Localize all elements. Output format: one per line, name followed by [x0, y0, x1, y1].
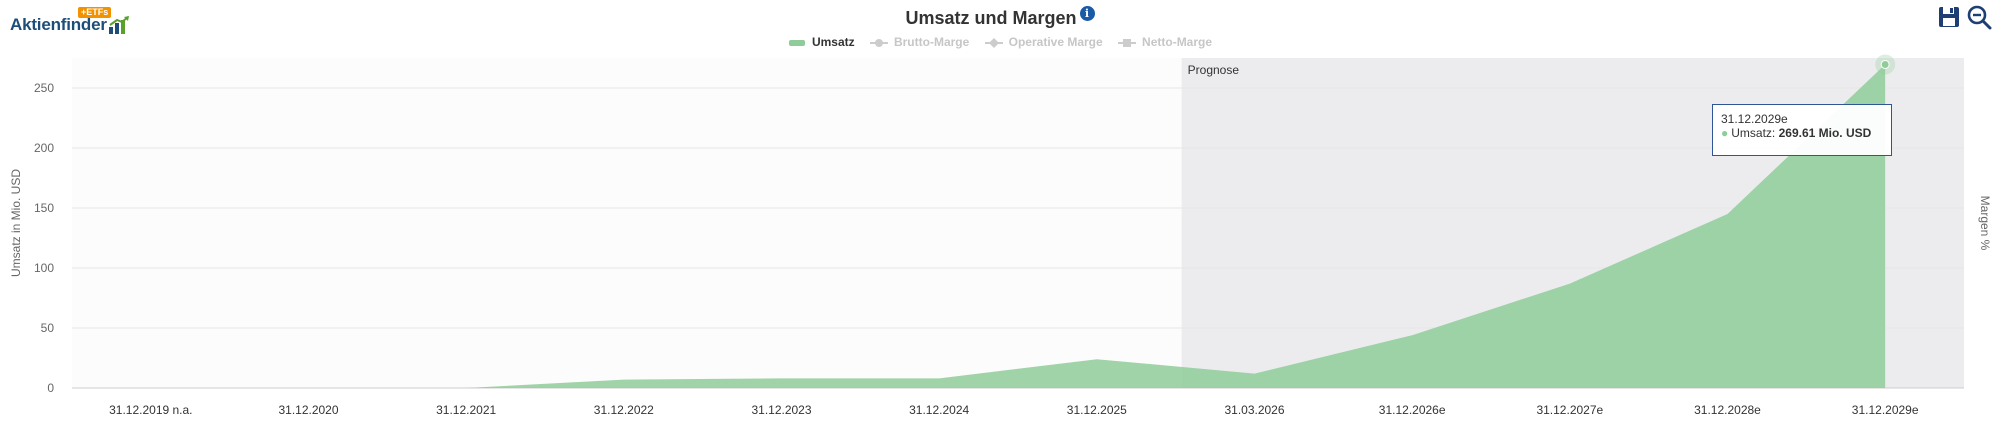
legend-line-diamond-icon	[984, 37, 1003, 48]
x-tick-label: 31.12.2024	[909, 403, 969, 417]
save-icon[interactable]	[1936, 4, 1962, 30]
y-tick-labels: 0 50 100 150 200 250	[34, 81, 54, 395]
legend-label: Umsatz	[811, 35, 855, 49]
legend-line-circle-icon	[869, 37, 888, 47]
logo-badge: +ETFs	[78, 7, 112, 18]
x-tick-label: 31.12.2027e	[1536, 403, 1603, 417]
prognose-label: Prognose	[1188, 63, 1240, 77]
x-tick-label: 31.12.2029e	[1852, 403, 1919, 417]
logo-text: Aktienfinder	[10, 15, 107, 34]
logo-bars-icon	[109, 16, 129, 34]
chart-title-wrap: Umsatz und Margen i	[0, 6, 2000, 29]
y-axis-label: Umsatz in Mio. USD	[9, 169, 23, 277]
aktienfinder-logo[interactable]: Aktienfinder +ETFs	[10, 6, 129, 36]
y-tick-label: 0	[47, 381, 54, 395]
x-tick-label: 31.12.2021	[436, 403, 496, 417]
y-tick-label: 200	[34, 141, 54, 155]
tooltip-row: ● Umsatz: 269.61 Mio. USD	[1721, 126, 1872, 140]
x-tick-label: 31.12.2019 n.a.	[109, 403, 192, 417]
chart-title: Umsatz und Margen	[905, 8, 1077, 28]
info-icon[interactable]: i	[1079, 6, 1095, 21]
legend-label: Netto-Marge	[1142, 35, 1213, 49]
area-umsatz	[150, 64, 1886, 388]
tooltip-date: 31.12.2029e	[1721, 112, 1788, 126]
tooltip-dot-icon: ●	[1721, 126, 1729, 140]
x-tick-label: 31.12.2028e	[1694, 403, 1761, 417]
x-tick-label: 31.03.2026	[1224, 403, 1284, 417]
data-points	[1875, 54, 1896, 75]
y-tick-label: 250	[34, 81, 54, 95]
legend-label: Brutto-Marge	[893, 35, 970, 49]
tooltip: 31.12.2029e ● Umsatz: 269.61 Mio. USD	[1712, 104, 1892, 156]
x-tick-labels: 31.12.2019 n.a. 31.12.2020 31.12.2021 31.12…	[109, 403, 1919, 417]
x-tick-label: 31.12.2023	[751, 403, 811, 417]
legend-item-brutto-marge[interactable]: Brutto-Marge	[869, 35, 970, 49]
y2-axis-label: Margen %	[1978, 196, 1992, 251]
y-tick-label: 50	[41, 321, 55, 335]
x-tick-label: 31.12.2020	[278, 403, 338, 417]
tooltip-value: 269.61 Mio. USD	[1778, 126, 1872, 140]
legend-line-square-icon	[1118, 37, 1137, 47]
x-tick-label: 31.12.2026e	[1379, 403, 1446, 417]
data-point[interactable]	[1880, 59, 1890, 69]
legend-item-umsatz[interactable]: Umsatz	[788, 35, 855, 49]
chart-legend: Umsatz Brutto-Marge Operative Marge Nett…	[0, 35, 2000, 51]
legend-area-symbol-icon	[788, 37, 806, 47]
legend-item-netto-marge[interactable]: Netto-Marge	[1118, 35, 1212, 49]
y-tick-label: 100	[34, 261, 54, 275]
y-tick-label: 150	[34, 201, 54, 215]
tooltip-series: Umsatz	[1731, 126, 1772, 140]
x-tick-label: 31.12.2022	[594, 403, 654, 417]
legend-item-operative-marge[interactable]: Operative Marge	[984, 35, 1103, 49]
x-tick-label: 31.12.2025	[1067, 403, 1127, 417]
legend-label: Operative Marge	[1008, 35, 1103, 49]
zoom-out-icon[interactable]	[1966, 4, 1992, 30]
